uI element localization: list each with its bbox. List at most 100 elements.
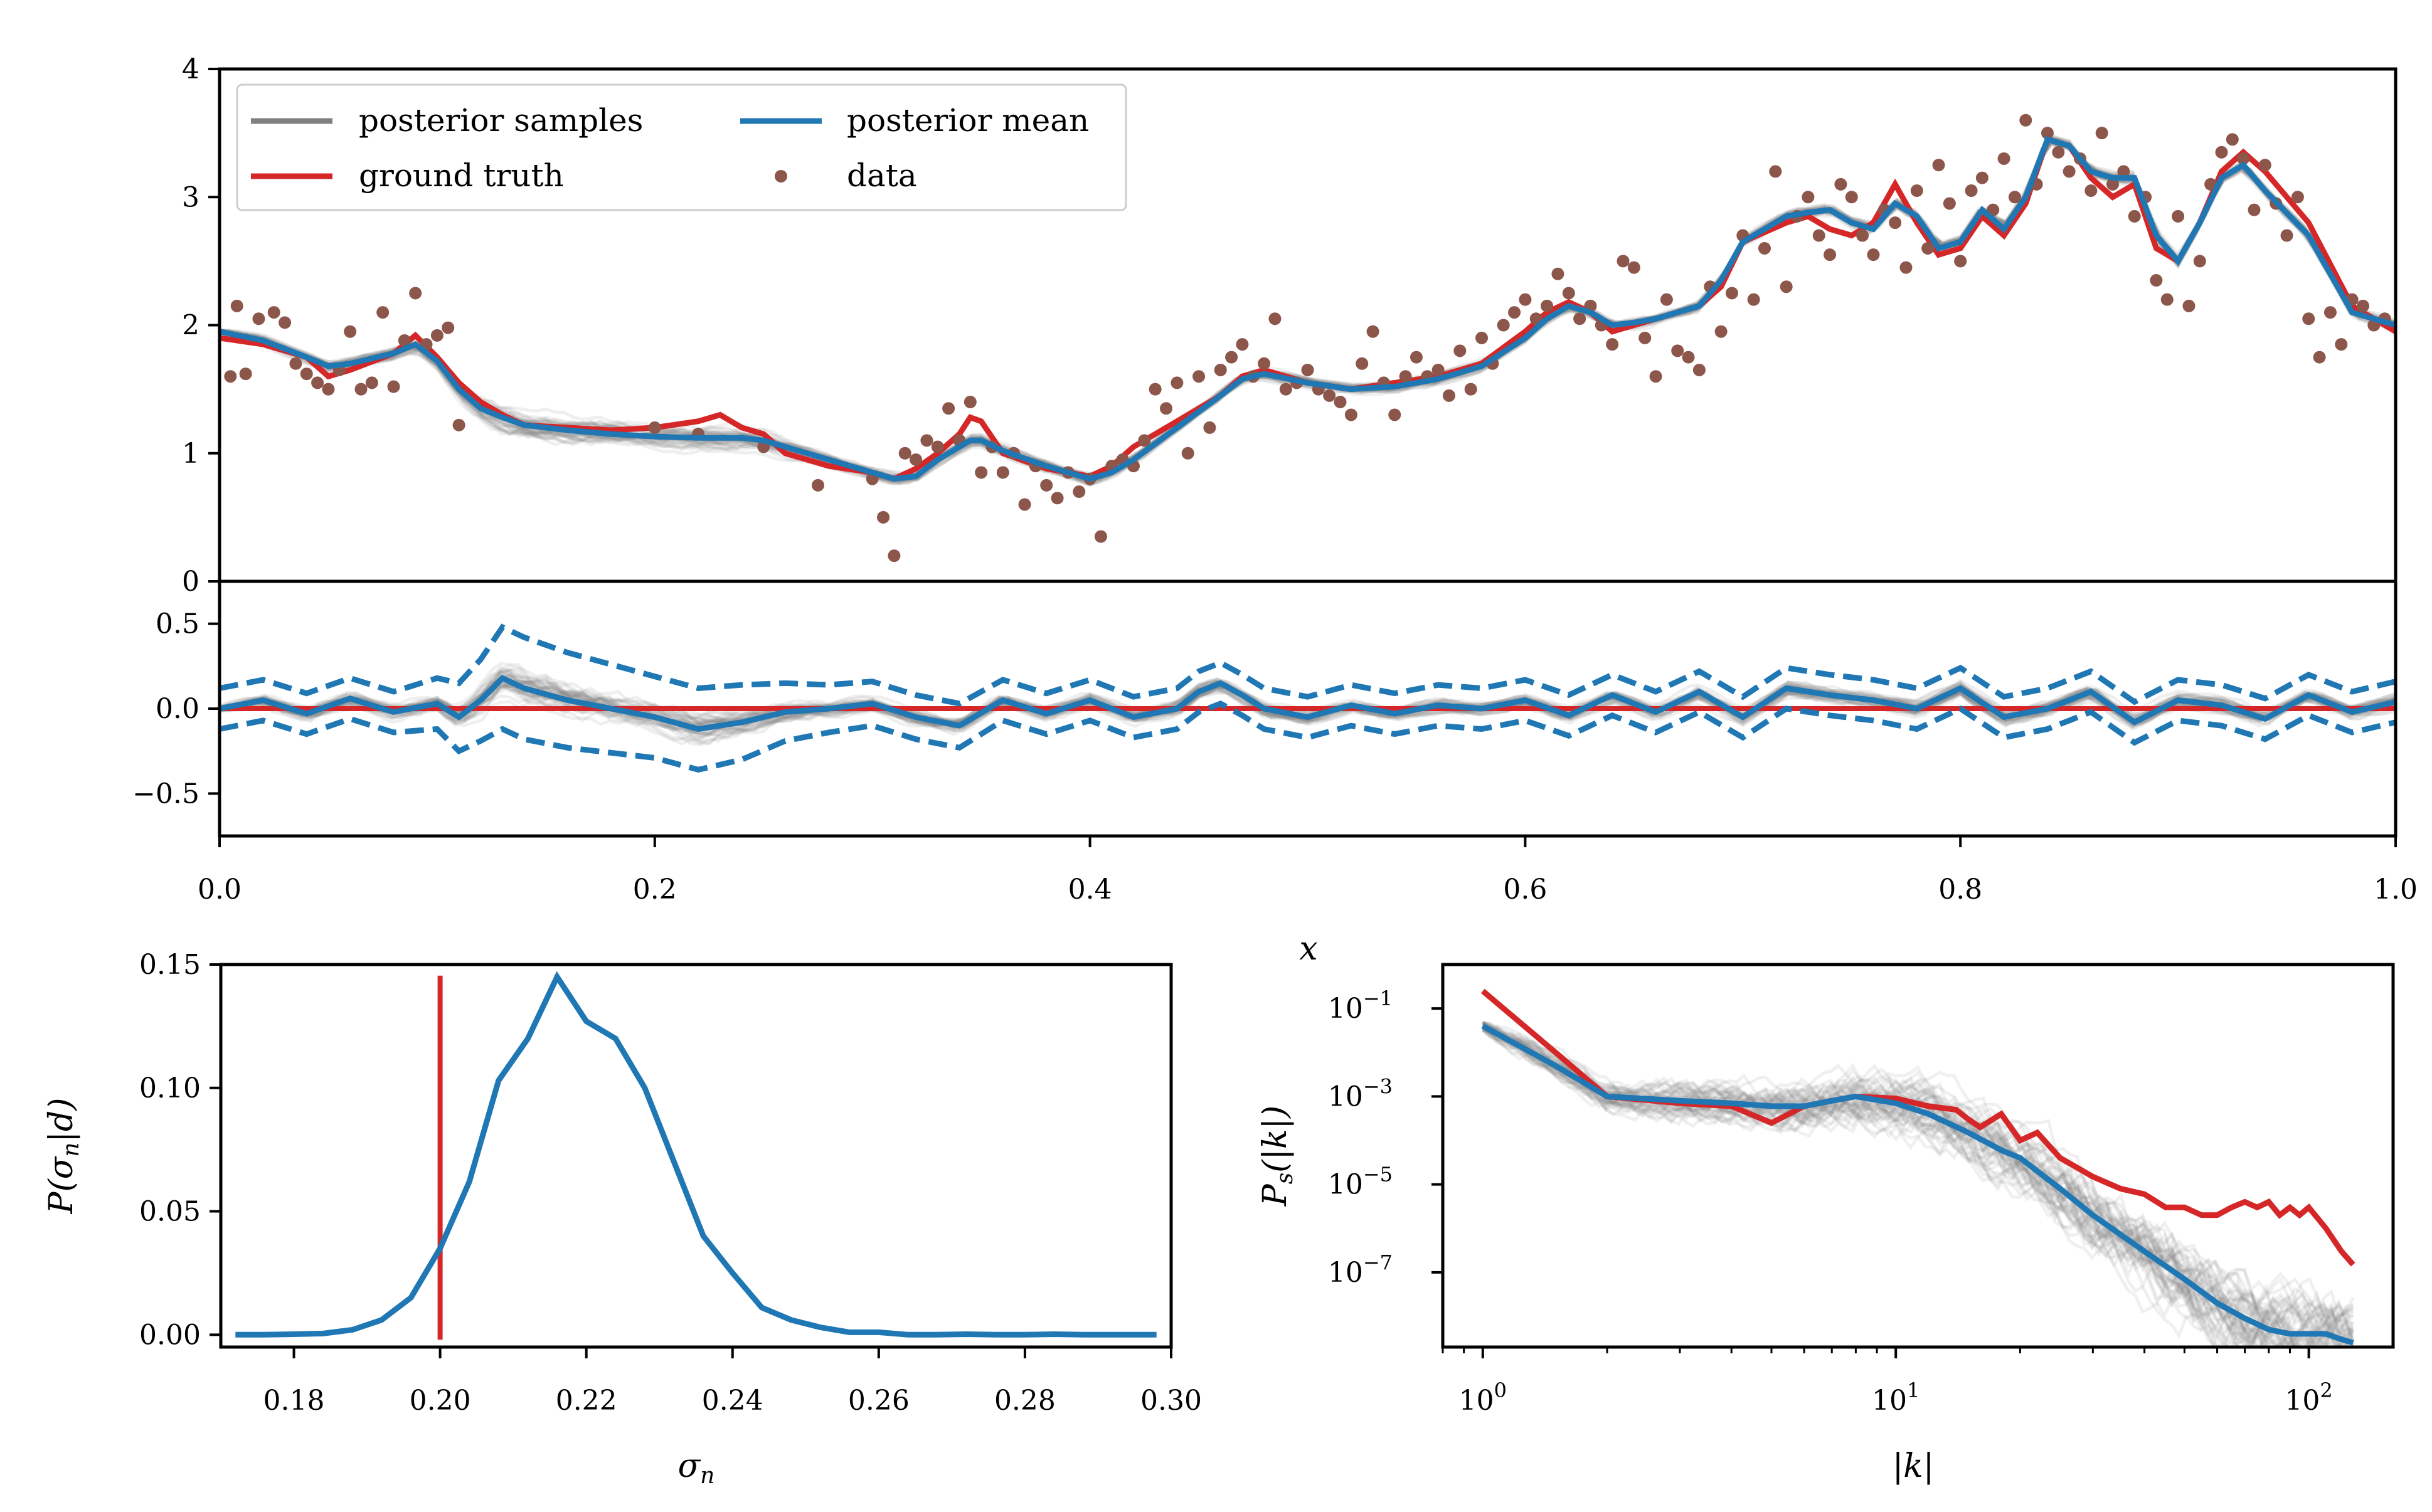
data-point: [1519, 293, 1532, 306]
power-spectrum-y-tick-label: 10−5: [1328, 1163, 1393, 1201]
data-point: [1323, 389, 1336, 402]
power-spectrum-y-tick-label: 10−1: [1328, 986, 1393, 1025]
data-point: [2302, 312, 2315, 325]
data-point: [2063, 165, 2076, 178]
data-point: [2237, 152, 2250, 165]
data-point: [1431, 363, 1445, 376]
legend-data-marker: [775, 170, 787, 182]
data-point: [452, 418, 465, 431]
data-point: [1725, 287, 1738, 300]
data-point: [2215, 145, 2228, 159]
sigma-x-tick-label: 0.18: [263, 1385, 325, 1417]
power-spectrum-sample-line: [1482, 1029, 2354, 1347]
data-point: [1954, 255, 1967, 268]
legend-samples-label: posterior samples: [359, 102, 643, 139]
data-point: [1388, 408, 1401, 421]
data-point: [1464, 383, 1477, 396]
noise-posterior-panel: 0.18 0.20 0.22 0.24 0.26 0.28 0.30 0.00 0.05 0.1…: [43, 949, 1202, 1489]
residual-y-tick-label: 0.0: [156, 693, 199, 725]
data-point: [996, 466, 1009, 479]
data-point: [239, 367, 252, 381]
data-point: [1932, 159, 1945, 172]
data-point: [942, 402, 955, 415]
data-point: [1997, 152, 2010, 165]
data-point: [1921, 241, 1935, 255]
data-point: [2052, 145, 2065, 159]
top-y-tick-label: 0: [182, 566, 199, 598]
top-y-tick-label: 1: [182, 438, 199, 470]
data-point: [1268, 312, 1282, 325]
data-point: [1824, 248, 1837, 262]
data-point: [322, 383, 335, 396]
residual-x-tick-label: 0.6: [1503, 874, 1547, 906]
data-point: [1442, 389, 1455, 402]
data-point: [1889, 216, 1902, 230]
data-point: [1171, 376, 1184, 389]
sigma-frame: [219, 963, 1173, 1349]
power-spectrum-x-axis: 100 101 102: [1442, 1347, 2333, 1417]
power-spectrum-sample-line: [1482, 1025, 2354, 1347]
data-point: [1867, 248, 1880, 262]
sigma-x-tick-label: 0.20: [410, 1385, 471, 1417]
data-point: [1279, 383, 1292, 396]
data-point: [2335, 338, 2348, 351]
residual-x-tick-label: 0.0: [198, 874, 242, 906]
power-spectrum-sample-line: [1482, 1028, 2340, 1347]
power-spectrum-x-label: |k|: [1893, 1447, 1935, 1485]
data-point: [1562, 287, 1575, 300]
data-point: [2008, 191, 2021, 204]
data-point: [1660, 293, 1673, 306]
data-point: [1344, 408, 1357, 421]
data-point: [1965, 184, 1978, 198]
data-point: [877, 510, 890, 524]
data-point: [2095, 127, 2108, 140]
data-point: [2117, 165, 2130, 178]
data-point: [1399, 370, 1412, 383]
power-spectrum-y-label: Ps(|k|): [1256, 1106, 1298, 1207]
data-point: [1356, 357, 1369, 370]
data-point: [1682, 351, 1695, 364]
power-spectrum-y-axis: 10−1 10−3 10−5 10−7: [1328, 986, 1443, 1289]
data-point: [1747, 293, 1760, 306]
data-point: [1802, 191, 1815, 204]
power-spectrum-x-tick-label: 102: [2285, 1378, 2332, 1417]
data-point: [442, 321, 455, 334]
data-point: [2193, 255, 2206, 268]
power-spectrum-y-tick-label: 10−7: [1328, 1250, 1393, 1289]
sigma-y-tick-label: 0.00: [139, 1319, 201, 1351]
data-point: [2172, 209, 2185, 223]
data-point: [1192, 370, 1206, 383]
legend-mean-label: posterior mean: [847, 102, 1089, 139]
sigma-y-tick-label: 0.15: [139, 949, 201, 981]
data-point: [1334, 396, 1347, 409]
sigma-x-tick-label: 0.26: [848, 1385, 910, 1417]
data-point: [224, 370, 237, 383]
residual-y-tick-label: −0.5: [132, 778, 199, 810]
data-point: [2280, 229, 2293, 242]
residual-x-tick-label: 1.0: [2374, 874, 2418, 906]
data-point: [1214, 363, 1227, 376]
data-point: [1149, 383, 1162, 396]
data-point: [1638, 331, 1652, 344]
data-point: [1649, 370, 1662, 383]
data-point: [2160, 293, 2174, 306]
data-point: [2106, 177, 2120, 191]
data-point: [648, 421, 661, 434]
power-spectrum-sample-line: [1482, 1027, 2354, 1347]
power-spectrum-sample-line: [1482, 1027, 2350, 1347]
data-point: [2019, 114, 2032, 127]
power-spectrum-sample-line: [1482, 1020, 2347, 1347]
power-spectrum-x-tick-label: 100: [1459, 1378, 1507, 1417]
power-spectrum-sample-line: [1482, 1028, 2355, 1347]
residual-posterior-samples: [220, 662, 2396, 746]
data-point: [2313, 351, 2326, 364]
data-point: [2128, 209, 2141, 223]
data-point: [365, 376, 378, 389]
residual-x-axis: 0.0 0.2 0.4 0.6 0.8 1.0: [198, 836, 2418, 906]
data-point: [1508, 306, 1521, 319]
sigma-y-axis: 0.00 0.05 0.10 0.15: [139, 949, 221, 1351]
data-point: [910, 453, 923, 466]
power-spectrum-panel: 100 101 102 10−1 10−3 10−5 10−7 |k| Ps(|k|): [1256, 963, 2395, 1485]
data-point: [1845, 191, 1858, 204]
data-point: [1627, 261, 1640, 274]
